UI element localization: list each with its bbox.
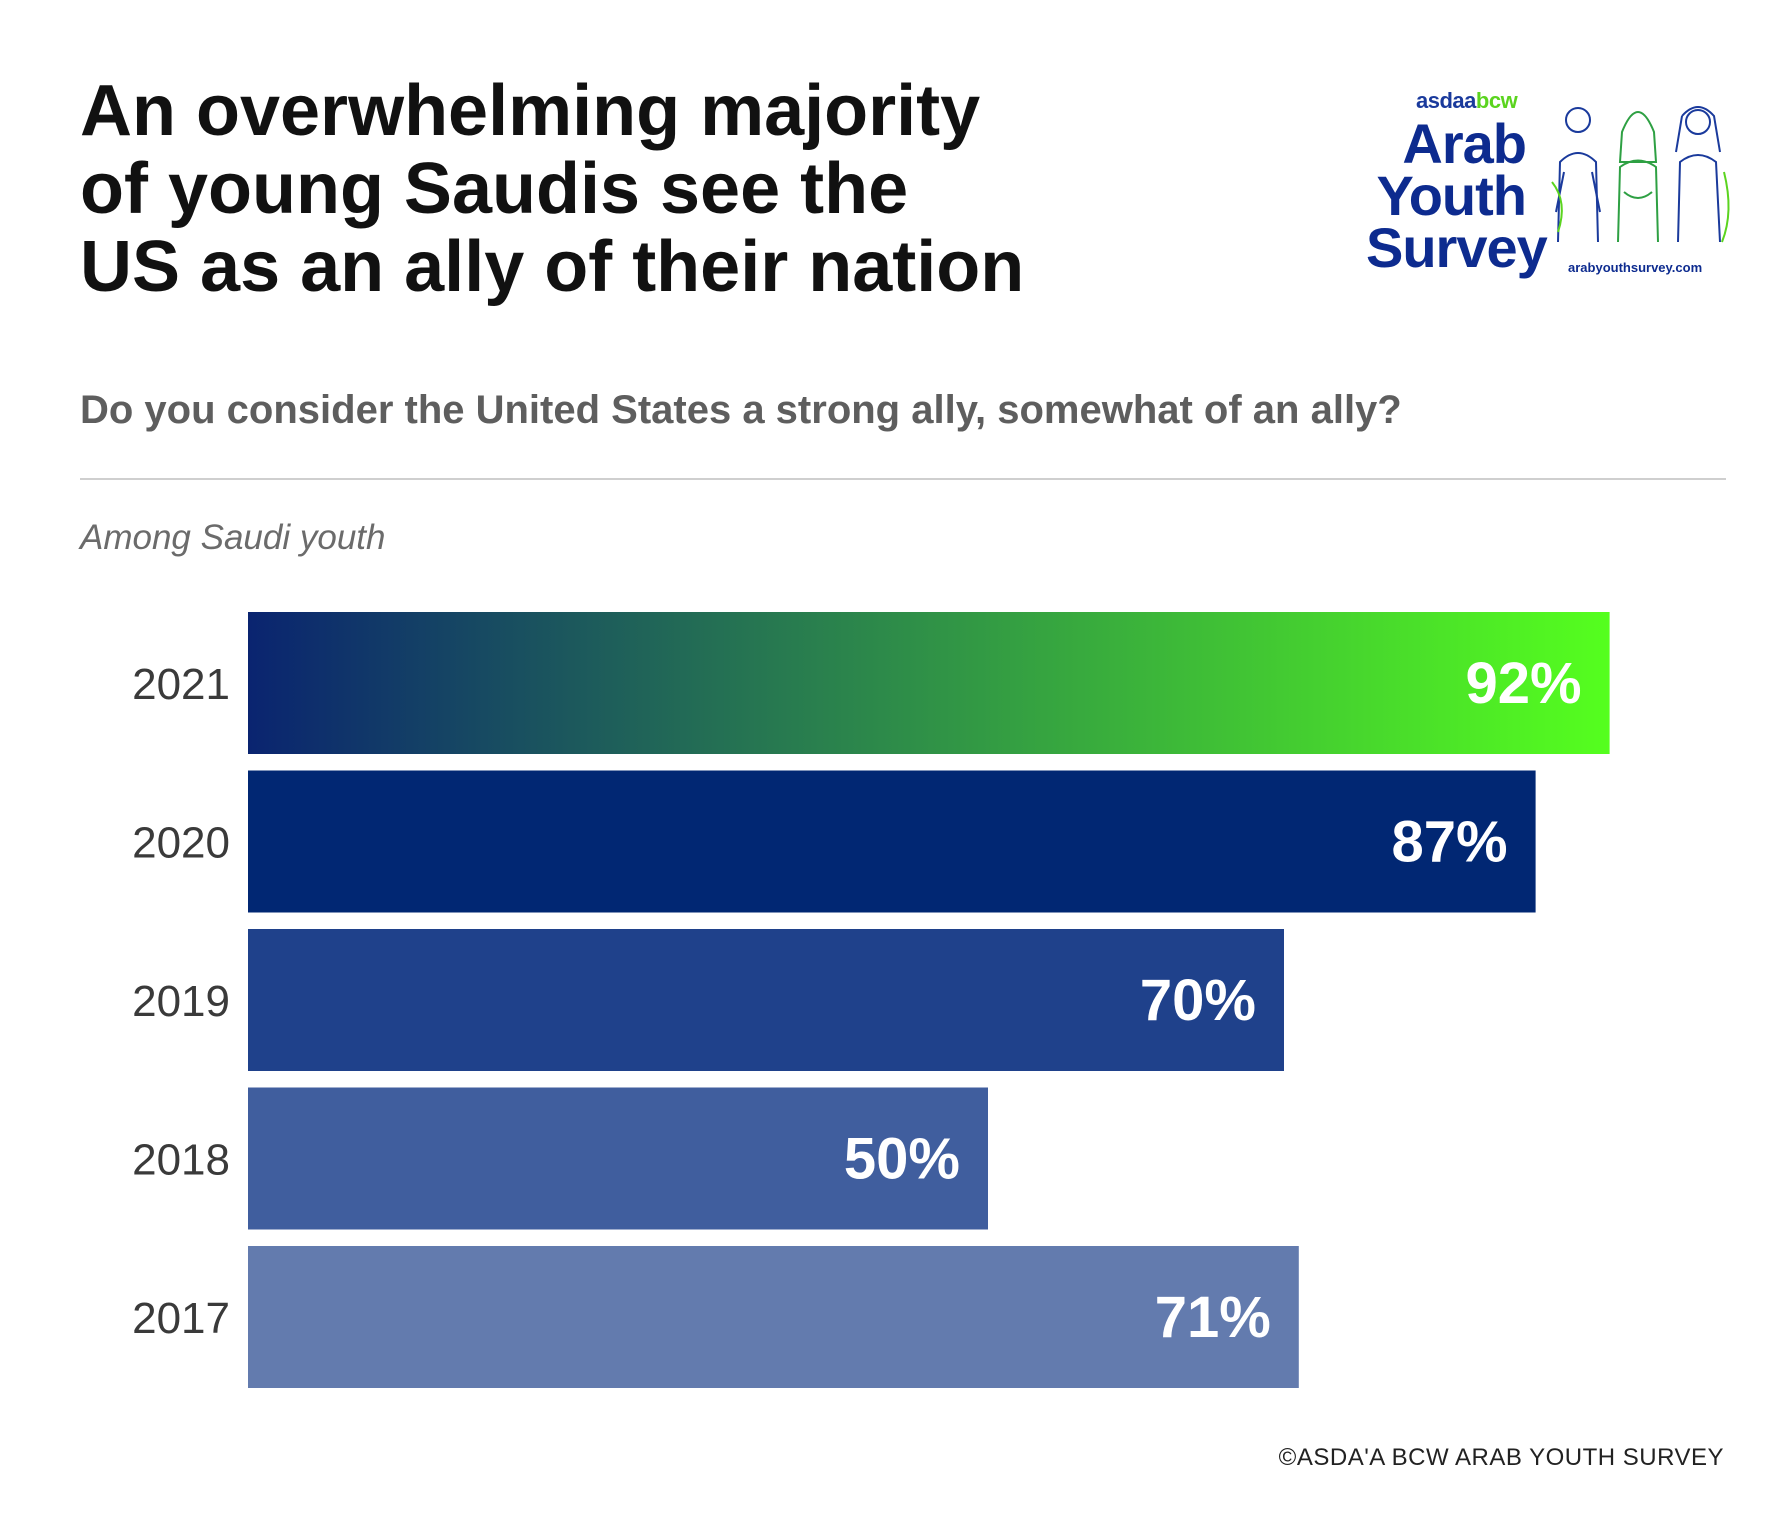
value-label-2018: 50%	[844, 1127, 960, 1192]
page-title: An overwhelming majority of young Saudis…	[80, 71, 1025, 307]
three-people-line-art-icon	[1551, 106, 1730, 243]
value-label-2019: 70%	[1140, 968, 1256, 1033]
chart-question: Do you consider the United States a stro…	[80, 388, 1402, 432]
bar-2020	[248, 770, 1536, 913]
brand-asdaa: asdaa	[1416, 88, 1476, 113]
category-label-2021: 2021	[132, 660, 230, 709]
asdaa-bcw-brand: asdaabcw	[1416, 88, 1518, 114]
chart-subtitle: Among Saudi youth	[80, 518, 386, 557]
bar-2019	[248, 929, 1284, 1071]
arab-youth-survey-logo: asdaabcw Arab Youth Survey	[1360, 88, 1740, 288]
copyright-footer: ©ASDA'A BCW ARAB YOUTH SURVEY	[1278, 1444, 1724, 1471]
category-label-2018: 2018	[132, 1136, 230, 1185]
bars-layer: 2021 92% 2020 87% 2019 70% 2018 50% 2017 71%	[132, 612, 1610, 1388]
category-label-2019: 2019	[132, 977, 230, 1026]
header-divider	[80, 478, 1726, 480]
logo-word-youth: Youth	[1376, 164, 1527, 227]
value-label-2017: 71%	[1155, 1285, 1271, 1350]
bar-2018	[248, 1087, 988, 1230]
category-label-2017: 2017	[132, 1294, 230, 1343]
value-label-2021: 92%	[1466, 651, 1582, 716]
logo-word-survey: Survey	[1366, 216, 1548, 279]
brand-bcw: bcw	[1475, 88, 1518, 113]
category-label-2020: 2020	[132, 819, 230, 868]
logo-word-arab: Arab	[1402, 112, 1527, 175]
bar-2021	[248, 612, 1610, 754]
value-label-2020: 87%	[1392, 810, 1508, 875]
survey-url: arabyouthsurvey.com	[1568, 260, 1703, 275]
bar-2017	[248, 1246, 1299, 1388]
